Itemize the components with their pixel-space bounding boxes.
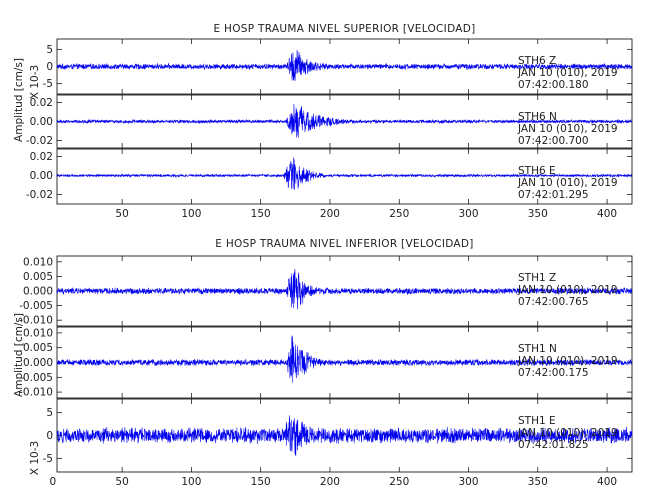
x-tick-label: 150 (251, 208, 271, 220)
y-axis-label: Amplitud [cm/s] (13, 58, 25, 142)
panel-frame (56, 148, 633, 205)
y-tick-label: 5 (46, 44, 53, 56)
date-label: JAN 10 (010), 2019 (517, 67, 618, 79)
seismogram-trace (56, 415, 633, 456)
x-tick-label: 400 (597, 208, 617, 220)
seismogram-trace (56, 335, 633, 383)
date-label: JAN 10 (010), 2019 (517, 177, 618, 189)
y-tick-label: 0 (46, 430, 53, 442)
y-tick-label: -0.010 (19, 387, 53, 399)
y-tick-label: 0 (46, 61, 53, 73)
seismogram-trace (56, 49, 633, 81)
x-tick-label: 150 (251, 476, 271, 488)
x-tick-label: 50 (115, 208, 128, 220)
time-label: 07:42:00.765 (518, 296, 589, 308)
y-tick-label: -0.005 (19, 372, 53, 384)
y-tick-label: -5 (43, 78, 53, 90)
y-tick-label: 0.010 (23, 256, 53, 268)
x-tick-label: 200 (320, 208, 340, 220)
x-tick-label: 100 (181, 476, 201, 488)
y-tick-label: -0.010 (19, 315, 53, 327)
x-tick-label: 400 (597, 476, 617, 488)
station-component-label: STH1 Z (518, 272, 556, 284)
x-tick-label: 300 (458, 208, 478, 220)
y-tick-label: -0.02 (26, 135, 53, 147)
y-tick-label: 0.00 (30, 116, 53, 128)
x-tick-label: 300 (458, 476, 478, 488)
y-tick-label: 0.005 (23, 271, 53, 283)
chart-title: E HOSP TRAUMA NIVEL SUPERIOR [VELOCIDAD] (213, 23, 475, 35)
y-tick-label: 5 (46, 407, 53, 419)
station-component-label: STH6 N (518, 111, 557, 123)
x-tick-label: 100 (181, 208, 201, 220)
y-tick-label: -0.02 (26, 189, 53, 201)
y-axis-label: Amplitud [cm/s] (13, 313, 25, 397)
y-tick-label: 0.005 (23, 342, 53, 354)
station-component-label: STH1 N (518, 343, 557, 355)
y-tick-label: -0.005 (19, 300, 53, 312)
y-tick-label: -5 (43, 453, 53, 465)
y-tick-label: 0.00 (30, 170, 53, 182)
date-label: JAN 10 (010), 2019 (517, 427, 618, 439)
x-tick-label: 350 (528, 208, 548, 220)
date-label: JAN 10 (010), 2019 (517, 284, 618, 296)
time-label: 07:42:01.825 (518, 439, 589, 451)
seismogram-trace (56, 103, 633, 138)
station-component-label: STH1 E (518, 415, 556, 427)
seismogram-trace (56, 268, 633, 310)
y-tick-label: 0.000 (23, 286, 53, 298)
x-tick-label: 350 (528, 476, 548, 488)
time-label: 07:42:00.700 (518, 135, 589, 147)
time-label: 07:42:00.175 (518, 367, 589, 379)
y-tick-label: 0.02 (30, 97, 53, 109)
date-label: JAN 10 (010), 2019 (517, 123, 618, 135)
seismogram-trace (56, 157, 633, 190)
station-component-label: STH6 E (518, 165, 556, 177)
y-tick-label: 0.010 (23, 327, 53, 339)
chart-title: E HOSP TRAUMA NIVEL INFERIOR [VELOCIDAD] (215, 238, 473, 250)
x-tick-label: 250 (389, 208, 409, 220)
scale-label: X 10-3 (29, 65, 41, 99)
scale-label: X 10-3 (29, 441, 41, 475)
x-tick-label: 250 (389, 476, 409, 488)
station-component-label: STH6 Z (518, 55, 556, 67)
x-tick-label: 50 (115, 476, 128, 488)
time-label: 07:42:01.295 (518, 189, 589, 201)
x-tick-label: 0 (49, 476, 56, 488)
date-label: JAN 10 (010), 2019 (517, 355, 618, 367)
time-label: 07:42:00.180 (518, 79, 589, 91)
x-tick-label: 200 (320, 476, 340, 488)
y-tick-label: 0.000 (23, 357, 53, 369)
y-tick-label: 0.02 (30, 151, 53, 163)
